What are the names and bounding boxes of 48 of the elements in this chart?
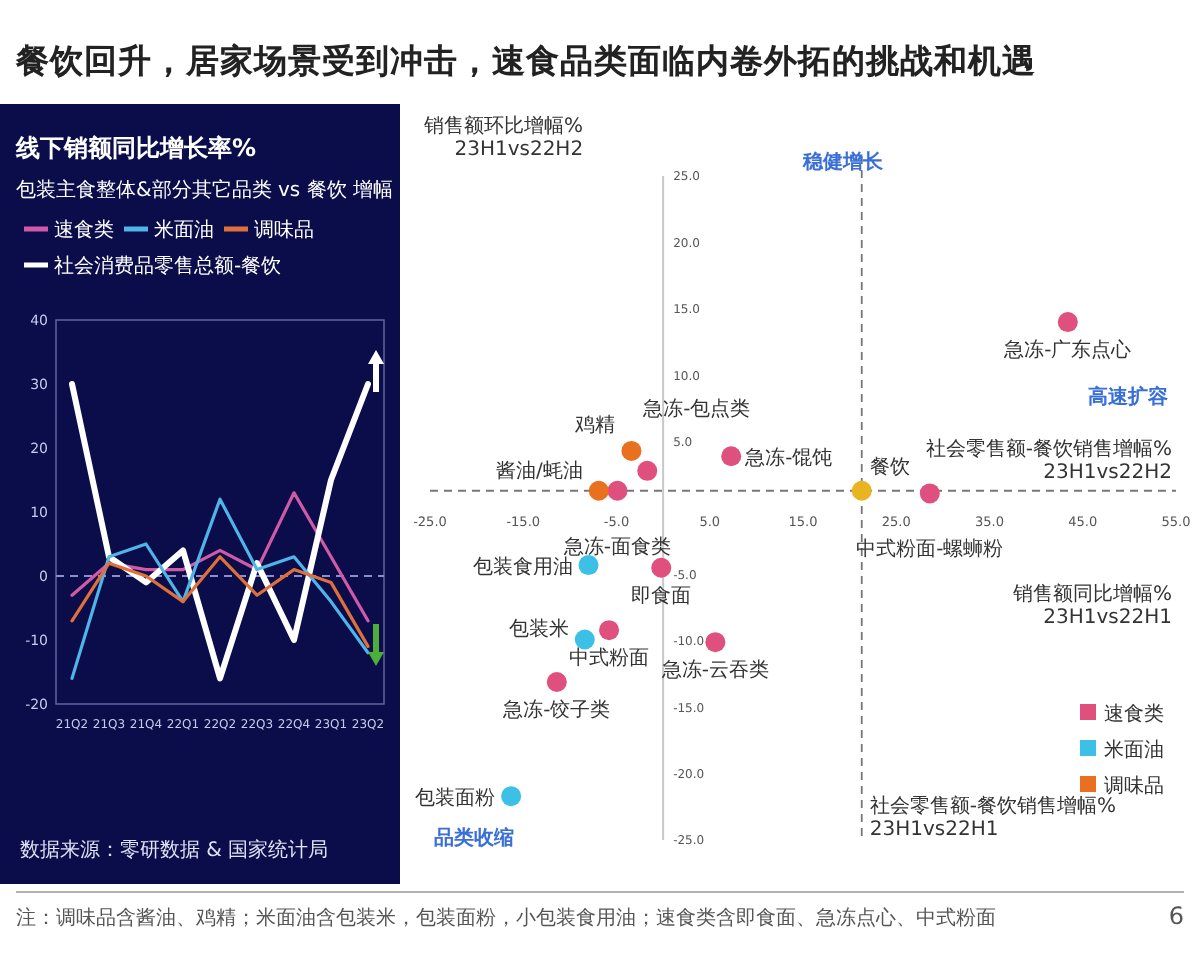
annotation: 品类收缩: [434, 826, 514, 850]
point: [1057, 312, 1078, 333]
legend-label: 速食类: [1104, 702, 1164, 726]
legend-label: 米面油: [154, 218, 214, 242]
annotation: 急冻-面食类: [561, 534, 672, 559]
annotation: 高速扩容: [1088, 384, 1168, 409]
point: [919, 483, 940, 504]
legend-label: 速食类: [54, 218, 114, 242]
chart-title: 线下销额同比增长率%: [14, 134, 257, 162]
point: [637, 460, 658, 481]
annotation: 急冻-饺子类: [501, 697, 611, 722]
y-axis-title: 销售额环比增幅% 23H1vs22H2: [422, 114, 584, 161]
text: 6: [1168, 902, 1184, 930]
point: [621, 440, 642, 461]
point: [501, 786, 522, 807]
annotation: 包装面粉: [415, 786, 496, 811]
annotation: 急冻-云吞类: [659, 658, 769, 683]
annotation: 中式粉面: [569, 646, 650, 671]
text: 餐饮回升，居家场景受到冲击，速食品类面临内卷外拓的挑战和机遇: [14, 42, 1036, 80]
legend-label: 米面油: [1104, 738, 1164, 762]
annotation: 包装米: [508, 617, 569, 642]
annotation: 即食面: [631, 583, 692, 608]
ref-line-label: 社会零售额-餐饮销售增幅% 23H1vs22H1: [869, 794, 1116, 841]
annotation: 急冻-包点类: [641, 396, 751, 421]
point: [607, 480, 628, 501]
text: 注：调味品含酱油、鸡精；米面油含包装米，包装面粉，小包装食用油；速食类含即食面、急冻点心、中式粉面: [16, 906, 996, 930]
point: [705, 632, 726, 653]
point: [721, 446, 742, 467]
annotation: 包装食用油: [472, 555, 573, 580]
point: [599, 620, 620, 641]
annotation: 中式粉面-螺蛳粉: [856, 537, 1004, 562]
x-axis-title: 销售额同比增幅% 23H1vs22H1: [1010, 582, 1172, 629]
ref-line-label: 社会零售额-餐饮销售增幅% 23H1vs22H2: [925, 436, 1172, 484]
source-note: 数据来源：零研数据 & 国家统计局: [20, 838, 329, 862]
legend-label: 调味品: [1104, 774, 1164, 798]
legend-label: 社会消费品零售总额-餐饮: [54, 254, 282, 278]
text: 稳健增长: [801, 150, 886, 174]
chart-subtitle: 包装主食整体&部分其它品类 vs 餐饮 增幅: [16, 178, 393, 202]
annotation: 餐饮: [869, 454, 910, 479]
annotation: 急冻-广东点心: [1002, 338, 1132, 363]
annotation: 酱油/蚝油: [496, 458, 583, 483]
annotation: 急冻-馄饨: [743, 446, 833, 471]
point: [588, 480, 609, 501]
point: [651, 557, 672, 578]
annotation: 鸡精: [573, 412, 616, 437]
legend-label: 调味品: [254, 218, 314, 242]
point: [578, 555, 599, 576]
point: [546, 671, 567, 692]
